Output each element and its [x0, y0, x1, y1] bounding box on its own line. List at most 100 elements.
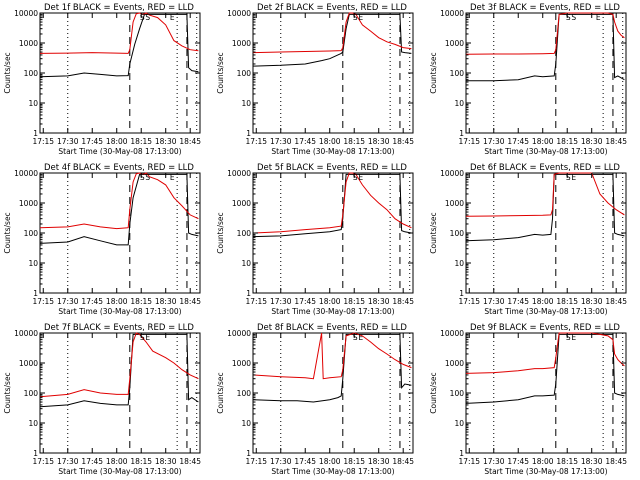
series-events-line — [465, 333, 625, 404]
x-tick-label: 17:45 — [81, 137, 103, 146]
x-tick-label: 18:45 — [179, 297, 201, 306]
x-tick-label: 18:30 — [155, 297, 177, 306]
series-events-line — [252, 333, 412, 403]
y-tick-label: 1 — [246, 129, 251, 138]
event-marker: E — [358, 333, 363, 342]
series-events-line — [252, 173, 412, 238]
x-axis-label: Start Time (30-May-08 17:13:00) — [484, 307, 607, 316]
x-tick-label: 18:45 — [605, 137, 627, 146]
y-axis-label: Counts/sec — [216, 212, 225, 253]
panel-title: Det 1f BLACK = Events, RED = LLD — [44, 3, 194, 13]
x-tick-label: 18:45 — [392, 137, 414, 146]
x-tick-label: 18:45 — [605, 297, 627, 306]
panel-title: Det 9f BLACK = Events, RED = LLD — [470, 323, 620, 333]
series-events-line — [39, 13, 199, 78]
x-tick-label: 17:30 — [270, 297, 292, 306]
y-axis-label: Counts/sec — [3, 372, 12, 413]
x-tick-label: 18:00 — [319, 297, 341, 306]
y-axis-label: Counts/sec — [429, 212, 438, 253]
series-lld-line — [39, 12, 199, 54]
y-tick-label: 10 — [241, 99, 251, 108]
x-tick-label: 18:15 — [130, 297, 152, 306]
event-marker: S — [145, 173, 150, 182]
panel-title: Det 3f BLACK = Events, RED = LLD — [470, 3, 620, 13]
panel-title: Det 5f BLACK = Events, RED = LLD — [257, 163, 407, 173]
event-marker: S — [353, 13, 358, 22]
x-tick-label: 18:15 — [556, 137, 578, 146]
y-tick-label: 10000 — [14, 9, 38, 18]
event-marker: E — [170, 173, 175, 182]
y-tick-label: 10000 — [227, 9, 251, 18]
event-marker: S — [566, 173, 571, 182]
event-marker: S — [140, 333, 145, 342]
y-tick-label: 10000 — [14, 169, 38, 178]
x-tick-label: 17:30 — [483, 137, 505, 146]
series-lld-line — [252, 12, 412, 54]
x-tick-label: 18:00 — [532, 297, 554, 306]
series-events-line — [39, 333, 199, 408]
plot-frame — [252, 332, 414, 454]
y-tick-label: 1000 — [19, 359, 38, 368]
series-events-line — [252, 13, 412, 67]
x-tick-label: 17:15 — [458, 297, 480, 306]
x-tick-label: 18:30 — [581, 297, 603, 306]
x-axis-label: Start Time (30-May-08 17:13:00) — [271, 467, 394, 476]
x-tick-label: 17:30 — [270, 457, 292, 466]
y-tick-label: 1 — [33, 129, 38, 138]
x-tick-label: 18:00 — [319, 457, 341, 466]
x-tick-label: 18:45 — [392, 457, 414, 466]
x-axis-label: Start Time (30-May-08 17:13:00) — [271, 147, 394, 156]
plot-frame — [252, 12, 414, 134]
y-tick-label: 10 — [454, 99, 464, 108]
x-tick-label: 18:30 — [368, 457, 390, 466]
series-lld-line — [465, 12, 625, 55]
event-marker: S — [353, 333, 358, 342]
y-tick-label: 10000 — [227, 169, 251, 178]
event-marker: S — [566, 13, 571, 22]
event-marker: E — [358, 13, 363, 22]
series-lld-line — [39, 332, 199, 398]
x-tick-label: 18:30 — [368, 297, 390, 306]
y-tick-label: 1000 — [232, 199, 251, 208]
y-tick-label: 10 — [28, 99, 38, 108]
event-marker: E — [571, 173, 576, 182]
x-axis-label: Start Time (30-May-08 17:13:00) — [484, 147, 607, 156]
series-lld-line — [465, 172, 625, 217]
y-tick-label: 10000 — [440, 169, 464, 178]
plot-frame — [465, 172, 627, 294]
x-tick-label: 17:45 — [507, 457, 529, 466]
x-tick-label: 18:30 — [581, 457, 603, 466]
y-tick-label: 10 — [28, 419, 38, 428]
x-tick-label: 18:30 — [581, 137, 603, 146]
event-marker: E — [571, 333, 576, 342]
x-tick-label: 17:30 — [57, 457, 79, 466]
x-axis-label: Start Time (30-May-08 17:13:00) — [58, 147, 181, 156]
y-tick-label: 1000 — [445, 39, 464, 48]
y-tick-label: 1000 — [445, 199, 464, 208]
x-tick-label: 18:15 — [556, 457, 578, 466]
x-tick-label: 18:15 — [343, 457, 365, 466]
x-tick-label: 18:30 — [368, 137, 390, 146]
y-tick-label: 10 — [241, 419, 251, 428]
y-tick-label: 10000 — [440, 329, 464, 338]
y-tick-label: 100 — [237, 69, 252, 78]
panel-title: Det 2f BLACK = Events, RED = LLD — [257, 3, 407, 13]
series-events-line — [465, 173, 625, 242]
y-tick-label: 100 — [24, 389, 39, 398]
x-tick-label: 17:30 — [57, 137, 79, 146]
y-tick-label: 10000 — [440, 9, 464, 18]
panel-title: Det 4f BLACK = Events, RED = LLD — [44, 163, 194, 173]
event-marker: E — [170, 13, 175, 22]
x-tick-label: 18:45 — [179, 457, 201, 466]
x-tick-label: 17:45 — [507, 297, 529, 306]
x-axis-label: Start Time (30-May-08 17:13:00) — [484, 467, 607, 476]
plot-frame — [39, 332, 201, 454]
x-tick-label: 18:00 — [106, 297, 128, 306]
x-tick-label: 18:00 — [532, 137, 554, 146]
event-marker: E — [596, 13, 601, 22]
y-tick-label: 1000 — [445, 359, 464, 368]
